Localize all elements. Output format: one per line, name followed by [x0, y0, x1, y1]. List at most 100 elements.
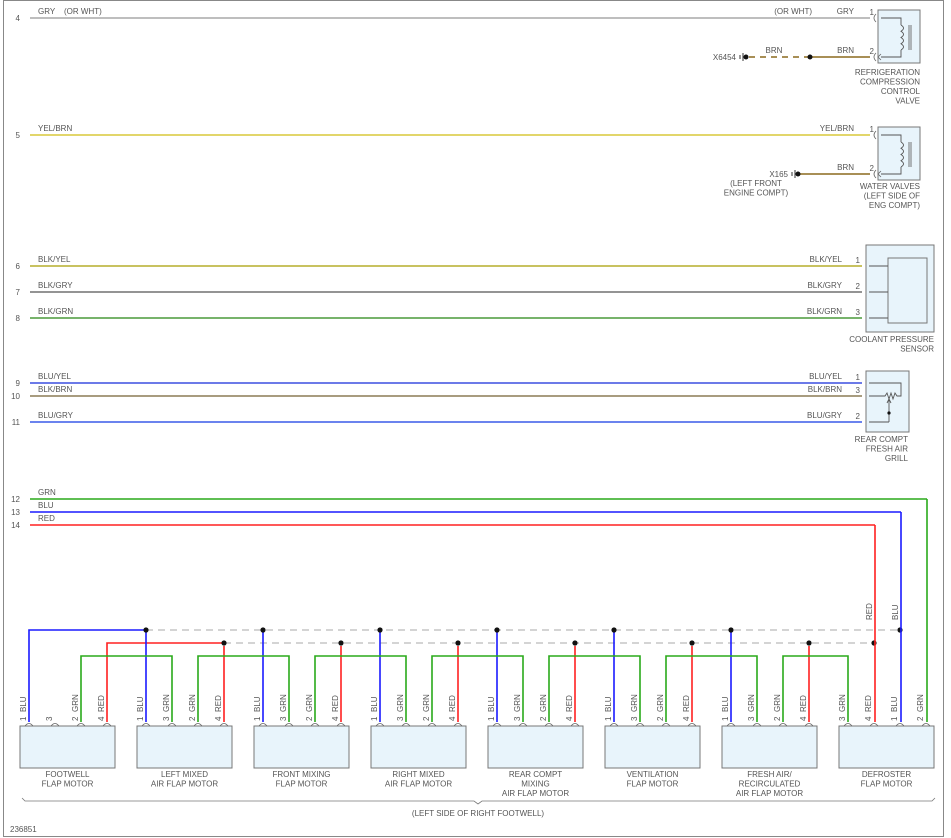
pin-number: 1	[721, 716, 730, 721]
pin-connector-icon	[804, 723, 814, 727]
ground-location-note: ENGINE COMPT)	[724, 189, 789, 198]
wire-right-label: BRN	[837, 46, 854, 55]
pin-wire-label: GRN	[279, 694, 288, 712]
ground-icon	[791, 170, 796, 178]
pin-wire-label: GRN	[162, 694, 171, 712]
motor-label: AIR FLAP MOTOR	[151, 780, 218, 789]
ground-label: X6454	[713, 53, 737, 62]
motor-label: REAR COMPT	[509, 770, 562, 779]
component-label: SENSOR	[900, 345, 934, 354]
pin-connector-icon	[609, 723, 619, 727]
footwell-blu-wire	[28, 629, 146, 722]
pin-wire-label: GRN	[916, 694, 925, 712]
pin-connector-icon	[843, 723, 853, 727]
wire-left-label: GRN	[38, 488, 56, 497]
pin-wire-label: BLU	[890, 696, 899, 712]
wire-left-label: BLK/YEL	[38, 255, 71, 264]
grn-link-wire	[314, 655, 407, 722]
pin-connector-icon	[518, 723, 528, 727]
component-label: REAR COMPT	[855, 435, 908, 444]
pin-number: 2	[856, 412, 861, 421]
pin-number: 2	[870, 164, 875, 173]
wire-right-note: (OR WHT)	[774, 7, 812, 16]
motor-box	[19, 725, 116, 769]
pin-number: 4	[97, 716, 106, 721]
pin-connector-icon	[375, 723, 385, 727]
pin-connector-icon	[24, 723, 34, 727]
pin-connector-icon	[570, 723, 580, 727]
pin-connector-icon	[752, 723, 762, 727]
pin-number: 2	[422, 716, 431, 721]
splice-dot	[143, 627, 149, 633]
grn-link-wire	[197, 655, 290, 722]
pin-connector-icon	[687, 723, 697, 727]
motor-label: FRONT MIXING	[272, 770, 330, 779]
wire-right-label: BLK/YEL	[810, 255, 843, 264]
pin-wire-label: RED	[97, 695, 106, 712]
pin-number: 3	[513, 716, 522, 721]
pin-number: 4	[799, 716, 808, 721]
pin-wire-label: GRN	[71, 694, 80, 712]
pin-wire-label: GRN	[422, 694, 431, 712]
pin-wire-label: GRN	[539, 694, 548, 712]
pin-connector-icon	[76, 723, 86, 727]
motor-label: FRESH AIR/	[747, 770, 792, 779]
splice-dot	[494, 627, 500, 633]
wire-number: 12	[11, 495, 20, 504]
wire-number: 7	[16, 288, 21, 297]
wire-left-label: BLK/GRN	[38, 307, 73, 316]
ground-wire-label: BRN	[766, 46, 783, 55]
motor-box	[487, 725, 584, 769]
pin-number: 3	[856, 386, 861, 395]
pin-connector-icon	[427, 723, 437, 727]
splice-dot	[572, 640, 578, 646]
pin-connector-icon	[778, 723, 788, 727]
pin-connector-icon	[544, 723, 554, 727]
potentiometer-icon	[869, 382, 902, 401]
pin-connector-icon	[219, 723, 229, 727]
coil-icon	[900, 24, 904, 51]
connector-icon	[873, 169, 882, 179]
pin-number: 1	[856, 373, 861, 382]
ground-label: X165	[769, 170, 788, 179]
pin-wire-label: GRN	[513, 694, 522, 712]
wire-number: 6	[16, 262, 21, 271]
component-label: GRILL	[885, 454, 909, 463]
pin-connector-icon	[492, 723, 502, 727]
motor-label: FLAP MOTOR	[627, 780, 679, 789]
figure-id: 236851	[10, 825, 37, 834]
pin-connector-icon	[50, 723, 60, 727]
connector-icon	[873, 52, 882, 62]
pin-connector-icon	[258, 723, 268, 727]
wire-right-label: BLU/GRY	[807, 411, 843, 420]
coil-icon	[900, 141, 904, 168]
pin-connector-icon	[141, 723, 151, 727]
pin-number: 2	[656, 716, 665, 721]
pin-connector-icon	[453, 723, 463, 727]
pin-connector-icon	[726, 723, 736, 727]
pin-wire-label: RED	[331, 695, 340, 712]
wires-group: 4 GRY (OR WHT) GRY (OR WHT) 1 5 YEL/BRN YEL/BRN 1…	[11, 7, 927, 530]
pin-number: 1	[870, 8, 875, 17]
grn-link-wire	[80, 655, 173, 722]
motor-label: FLAP MOTOR	[276, 780, 328, 789]
motor-label: RIGHT MIXED	[392, 770, 445, 779]
component-label: ENG COMPT)	[869, 201, 920, 210]
pin-number: 4	[331, 716, 340, 721]
components-group: X6454 BRN BRN 2 REFRIGERATIONCOMPRESSIONCONT…	[713, 9, 935, 463]
wire-number: 11	[12, 418, 21, 427]
wire-number: 9	[16, 379, 21, 388]
component-label: VALVE	[895, 97, 920, 106]
pin-wire-label: BLU	[604, 696, 613, 712]
wire-right-label: YEL/BRN	[820, 124, 854, 133]
pin-wire-label: RED	[565, 695, 574, 712]
pin-number: 2	[539, 716, 548, 721]
coil-core-icon	[908, 142, 912, 167]
footwell-red-wire	[106, 642, 224, 722]
wire-left-label: YEL/BRN	[38, 124, 72, 133]
pin-wire-label: BLU	[136, 696, 145, 712]
wire-right-label: BRN	[837, 163, 854, 172]
pin-connector-icon	[336, 723, 346, 727]
pin-number: 1	[253, 716, 262, 721]
